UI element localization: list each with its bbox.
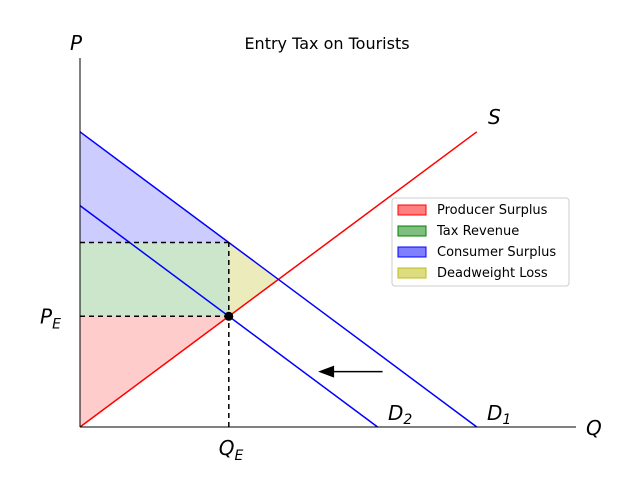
chart-title: Entry Tax on Tourists xyxy=(244,34,409,53)
equilibrium-q-label: QE xyxy=(219,436,244,464)
tax-revenue-area xyxy=(80,242,229,317)
deadweight-loss-area xyxy=(228,242,279,317)
curve-label-d2: D2 xyxy=(388,401,412,428)
curve-label-d1: D1 xyxy=(487,401,511,428)
legend-label-producer-surplus: Producer Surplus xyxy=(437,203,548,218)
d1-curve xyxy=(79,131,478,428)
equilibrium-p-label: PE xyxy=(40,304,61,332)
reference-lines-layer xyxy=(80,241,230,427)
legend-swatch-deadweight-loss xyxy=(397,267,427,279)
labels-layer: P Q S D1 D2 QE PE xyxy=(40,31,602,464)
legend: Producer Surplus Tax Revenue Consumer Surp… xyxy=(391,197,570,287)
legend-box xyxy=(391,197,570,287)
legend-label-consumer-surplus: Consumer Surplus xyxy=(437,245,556,260)
legend-swatch-consumer-surplus xyxy=(397,246,427,258)
curve-label-s: S xyxy=(488,105,501,129)
y-axis-label: P xyxy=(70,31,83,55)
legend-label-deadweight-loss: Deadweight Loss xyxy=(437,266,548,281)
axes-layer xyxy=(79,58,576,428)
legend-swatch-tax-revenue xyxy=(397,225,427,237)
legend-label-tax-revenue: Tax Revenue xyxy=(436,224,519,239)
legend-swatch-producer-surplus xyxy=(397,204,427,216)
shift-arrow-head xyxy=(318,365,335,378)
x-axis-label: Q xyxy=(586,416,602,440)
equilibrium-point xyxy=(224,311,234,321)
marks-layer xyxy=(224,311,383,378)
